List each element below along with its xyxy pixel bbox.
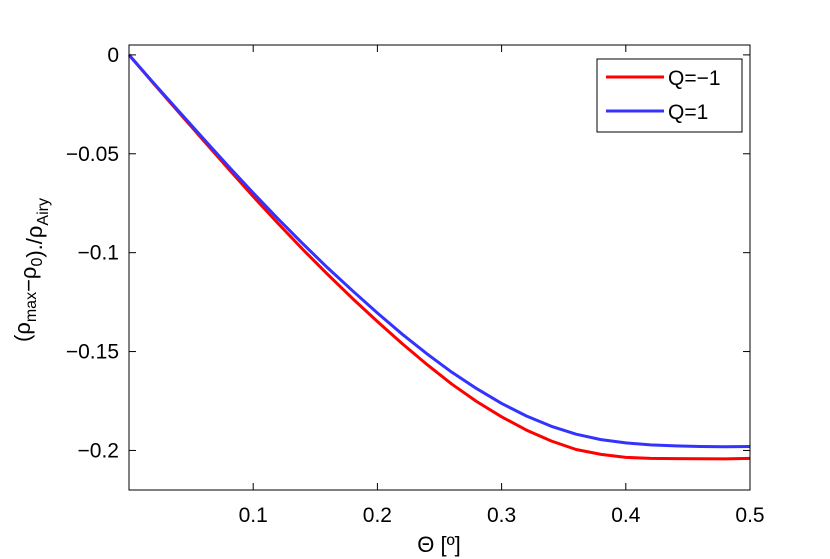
x-tick-label: 0.1 — [239, 504, 268, 527]
legend: Q=−1 Q=1 — [596, 58, 743, 133]
y-tick-label: −0.2 — [78, 439, 119, 462]
y-tick-label: −0.1 — [78, 242, 119, 265]
legend-box — [596, 58, 743, 133]
legend-label-2: Q=1 — [668, 101, 708, 124]
y-tick-label: 0 — [107, 44, 119, 67]
x-axis-label: Θ [º] — [417, 532, 460, 557]
y-axis-label: (ρmax−ρ0)./ρAiry — [10, 198, 52, 342]
series-line-2 — [127, 53, 751, 449]
legend-label-1: Q=−1 — [668, 67, 721, 90]
x-tick-label: 0.5 — [735, 504, 764, 527]
x-tick-label: 0.4 — [611, 504, 641, 527]
x-tick-label: 0.3 — [487, 504, 516, 527]
plot-frame — [128, 44, 751, 491]
y-tick-label: −0.15 — [66, 341, 119, 364]
x-tick-label: 0.2 — [363, 504, 392, 527]
y-tick-label: −0.05 — [66, 143, 119, 166]
series-line-1 — [127, 53, 751, 461]
